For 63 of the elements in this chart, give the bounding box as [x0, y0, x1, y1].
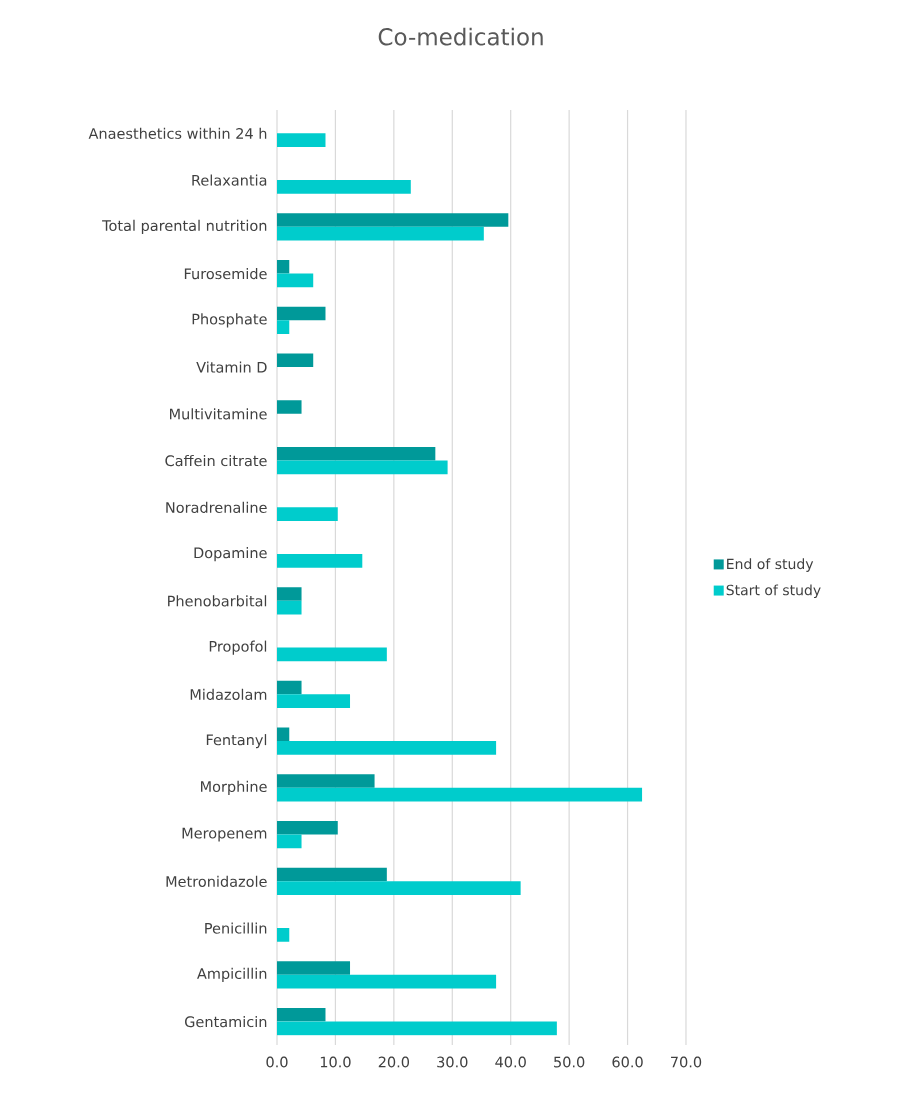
x-tick-label: 50.0	[554, 1056, 585, 1068]
bar	[276, 320, 290, 334]
bar	[276, 774, 375, 788]
bar	[276, 741, 497, 755]
x-tick-label: 70.0	[671, 1056, 702, 1068]
bar	[276, 587, 302, 601]
y-tick-label: Furosemide	[184, 268, 267, 280]
bar	[276, 867, 387, 882]
legend-label: Start of study	[726, 584, 821, 599]
bar	[276, 1008, 326, 1022]
y-tick-label: Gentamicin	[185, 1016, 267, 1028]
bar	[276, 974, 497, 989]
bar	[276, 727, 290, 742]
bar	[276, 600, 302, 615]
y-tick-label: Dopamine	[194, 547, 267, 562]
y-tick-label: Midazolam	[190, 688, 267, 700]
x-tick-label: 20.0	[378, 1056, 410, 1068]
y-tick-label: Phenobarbital	[168, 595, 267, 607]
x-tick-label: 0.0	[266, 1056, 288, 1068]
bar	[276, 821, 338, 835]
x-tick-label: 40.0	[495, 1056, 526, 1068]
y-tick-label: Ampicillin	[197, 967, 267, 982]
y-tick-label: Caffein citrate	[165, 455, 267, 467]
bar	[276, 353, 314, 368]
y-tick-label: Noradrenaline	[166, 501, 267, 513]
bar	[276, 961, 351, 975]
y-tick-label: Multivitamine	[170, 408, 267, 420]
bar	[276, 928, 290, 942]
bar	[276, 400, 302, 414]
y-tick-label: Metronidazole	[166, 875, 267, 887]
bar	[276, 694, 351, 708]
y-tick-label: Morphine	[201, 780, 267, 795]
bar	[276, 554, 363, 568]
x-tick-label: 60.0	[612, 1056, 643, 1068]
bar	[276, 647, 387, 662]
x-tick-label: 10.0	[320, 1056, 351, 1068]
x-tick-label: 30.0	[437, 1056, 468, 1068]
bar	[276, 133, 326, 147]
bar	[276, 273, 314, 288]
y-tick-label: Meropenem	[182, 827, 267, 842]
bar	[276, 213, 509, 227]
y-tick-label: Penicillin	[205, 922, 267, 934]
bar	[276, 180, 411, 194]
bar	[276, 460, 448, 475]
y-tick-label: Fentanyl	[206, 734, 267, 749]
y-tick-label: Propofol	[209, 640, 267, 655]
y-tick-label: Relaxantia	[192, 174, 267, 186]
legend-label: End of study	[727, 558, 814, 572]
bar	[276, 507, 338, 521]
y-tick-label: Anaesthetics within 24 h	[88, 127, 267, 139]
bar	[276, 787, 643, 802]
y-tick-label: Phosphate	[192, 313, 267, 328]
chart-title: Co-medication	[378, 27, 543, 46]
bar	[276, 881, 521, 895]
bar	[276, 1021, 557, 1036]
bar	[276, 680, 302, 695]
bar	[276, 226, 484, 241]
bar	[276, 834, 302, 849]
y-tick-label: Total parental nutrition	[102, 219, 267, 234]
y-tick-label: Vitamin D	[196, 361, 267, 373]
bar	[276, 447, 436, 461]
bar	[276, 260, 290, 274]
bar	[276, 306, 326, 321]
